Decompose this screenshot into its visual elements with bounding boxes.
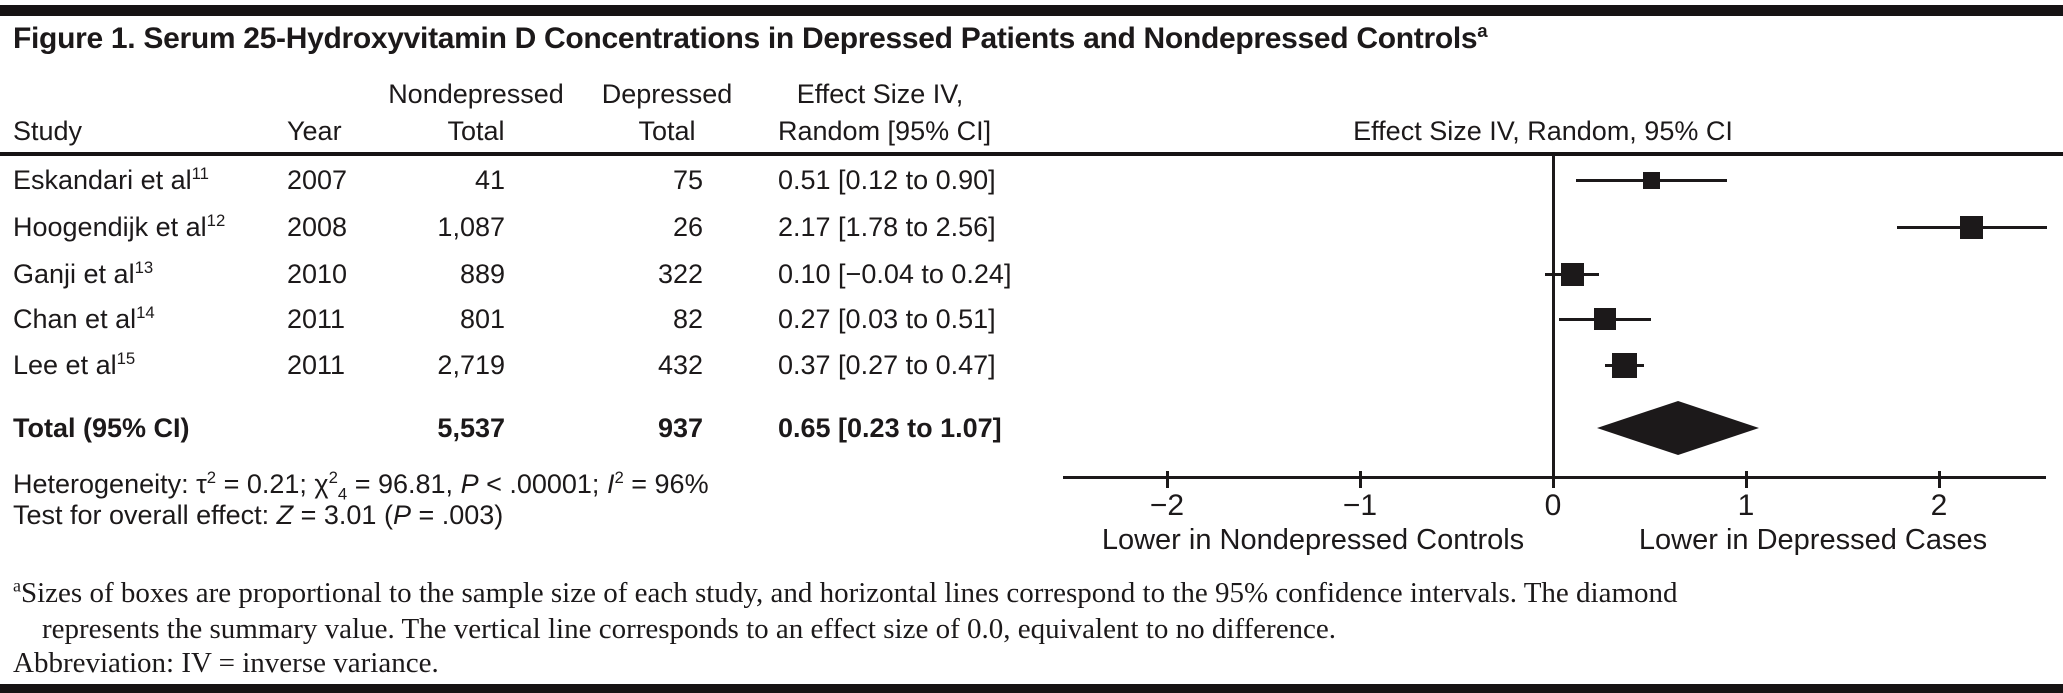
column-header-study: Study [13,116,83,146]
axis-tick [1744,471,1748,488]
summary-diamond [1597,401,1760,455]
study-point-square [1642,171,1660,189]
year-value: 2010 [287,259,348,289]
footnote-abbreviation: Abbreviation: IV = inverse variance. [13,647,439,679]
depressed-total-value: 82 [672,304,703,334]
year-value: 2011 [287,304,346,334]
plot-column-header: Effect Size IV, Random, 95% CI [1353,116,1733,146]
reference-superscript: 13 [134,258,154,277]
effect-size-value: 2.17 [1.78 to 2.56] [778,212,996,242]
study-point-square [1611,352,1637,378]
reference-superscript: 15 [116,349,136,368]
footnote-line1: aSizes of boxes are proportional to the … [13,575,1678,609]
total-effect-size-value: 0.65 [0.23 to 1.07] [778,413,1002,443]
total-nondepressed-value: 5,537 [437,413,505,443]
axis-label-left: Lower in Nondepressed Controls [1101,524,1525,556]
study-label: Eskandari et al11 [13,164,209,195]
x-axis-line [1063,476,2046,479]
bottom-rule [0,684,2063,693]
study-label: Ganji et al13 [13,258,154,289]
column-header-depressed-total: Total [638,116,696,146]
axis-tick [1165,471,1169,488]
axis-label-right: Lower in Depressed Cases [1638,524,1988,556]
depressed-total-value: 26 [672,212,703,242]
depressed-total-value: 432 [657,350,703,380]
column-header-year: Year [287,116,342,146]
column-header-effect-line1: Effect Size IV, [796,79,964,109]
study-point-square [1960,215,1984,239]
total-label: Total (95% CI) [13,413,190,443]
effect-size-value: 0.10 [−0.04 to 0.24] [778,259,1012,289]
column-header-effect-line2: Random [95% CI] [778,116,992,146]
axis-tick-label: −1 [1342,489,1378,522]
effect-size-value: 0.27 [0.03 to 0.51] [778,304,996,334]
year-value: 2011 [287,350,346,380]
depressed-total-value: 75 [672,165,703,195]
axis-tick-label: 2 [1930,489,1948,522]
nondepressed-total-value: 2,719 [437,350,505,380]
effect-size-value: 0.51 [0.12 to 0.90] [778,165,996,195]
total-depressed-value: 937 [657,413,703,443]
reference-superscript: 14 [136,303,155,322]
column-header-nondepressed-total: Total [447,116,505,146]
nondepressed-total-value: 801 [459,304,505,334]
figure-title: Figure 1. Serum 25-Hydroxyvitamin D Conc… [13,20,1488,55]
year-value: 2007 [287,165,348,195]
header-rule [0,152,2063,156]
nondepressed-total-value: 889 [459,259,505,289]
axis-tick-label: 1 [1737,489,1755,522]
study-point-square [1560,262,1584,286]
study-label: Hoogendijk et al12 [13,211,226,242]
effect-size-value: 0.37 [0.27 to 0.47] [778,350,996,380]
column-header-depressed: Depressed [601,79,733,109]
reference-superscript: 11 [191,164,209,183]
depressed-total-value: 322 [657,259,703,289]
overall-effect-stats: Test for overall effect: Z = 3.01 (P = .… [13,500,504,530]
heterogeneity-stats: Heterogeneity: τ2 = 0.21; χ24 = 96.81, P… [13,468,709,504]
axis-tick-label: −2 [1149,489,1185,522]
zero-reference-line [1551,155,1555,479]
axis-tick [1358,471,1362,488]
reference-superscript: 12 [206,211,226,230]
nondepressed-total-value: 41 [474,165,505,195]
year-value: 2008 [287,212,348,242]
axis-tick [1937,471,1941,488]
study-label: Chan et al14 [13,303,155,334]
study-label: Lee et al15 [13,349,136,380]
axis-tick-label: 0 [1544,489,1562,522]
study-point-square [1594,308,1617,330]
axis-tick [1551,471,1555,488]
top-rule [0,5,2063,16]
footnote-line2: represents the summary value. The vertic… [42,613,1337,645]
column-header-nondepressed: Nondepressed [388,79,564,109]
nondepressed-total-value: 1,087 [437,212,505,242]
